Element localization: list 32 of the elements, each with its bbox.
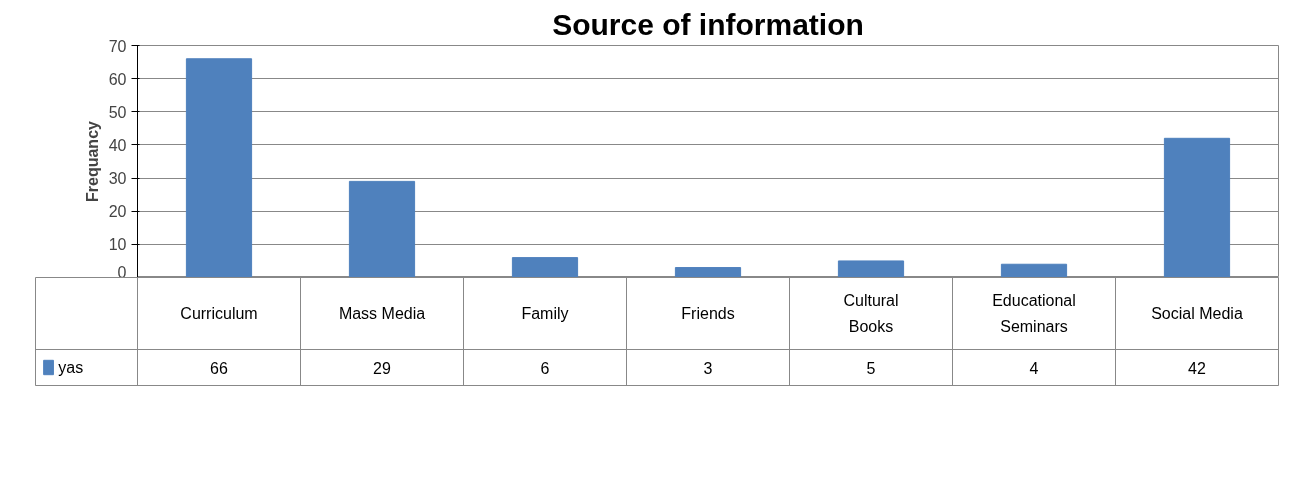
- bar: [674, 267, 742, 277]
- y-tick-label: 0: [117, 263, 127, 281]
- y-tick-label: 10: [108, 236, 127, 254]
- x-tick-label: Friends: [681, 305, 735, 322]
- x-tick-label: Curriculum: [180, 305, 258, 322]
- y-tick-label: 50: [108, 103, 127, 121]
- data-label: 3: [703, 359, 713, 377]
- bar: [348, 180, 416, 277]
- data-label: 29: [373, 359, 391, 377]
- data-label: 4: [1029, 359, 1039, 377]
- x-tick-label: Mass Media: [338, 305, 426, 322]
- bar: [837, 260, 905, 277]
- bar: [1163, 137, 1231, 277]
- x-tick-label: Family: [521, 305, 569, 322]
- bar: [185, 58, 253, 277]
- y-tick-label: 70: [108, 37, 127, 55]
- data-label: 42: [1188, 359, 1206, 377]
- data-label: 6: [540, 359, 550, 377]
- chart-title: Source of information: [552, 7, 864, 41]
- data-label: 5: [866, 359, 876, 377]
- y-tick-label: 60: [108, 70, 127, 88]
- x-tick-label: Cultural Books: [843, 292, 899, 335]
- y-tick-label: 30: [108, 170, 127, 188]
- bar: [511, 257, 579, 277]
- legend-label: yas: [58, 359, 84, 376]
- y-axis-title: Frequancy: [83, 120, 101, 202]
- bar: [1000, 263, 1068, 277]
- x-tick-label: Educational Seminars: [992, 292, 1076, 335]
- data-label: 66: [210, 359, 228, 377]
- y-tick-label: 20: [108, 203, 127, 221]
- x-tick-label: Social Media: [1151, 305, 1243, 322]
- y-tick-label: 40: [108, 136, 127, 154]
